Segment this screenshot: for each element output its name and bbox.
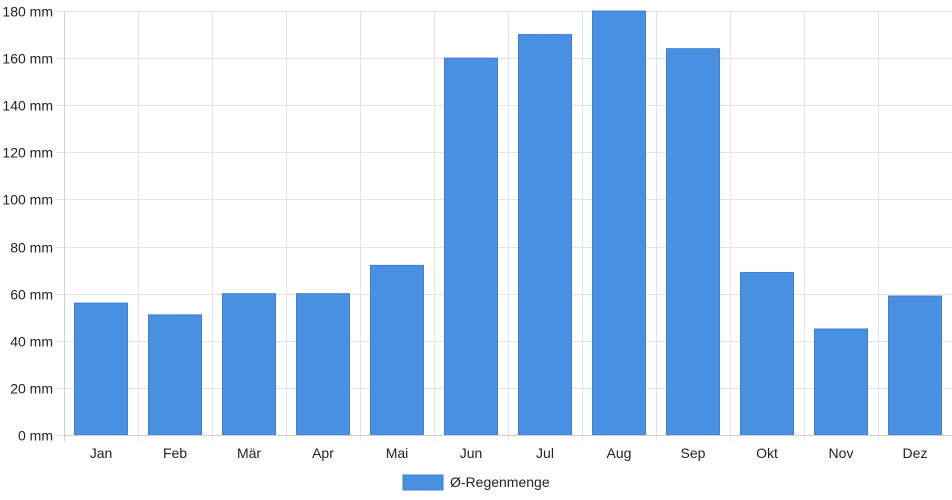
x-tick-label: Jun [460,445,483,461]
bar-jul[interactable] [518,34,572,436]
legend-swatch [402,474,444,491]
y-tick-label: 160 mm [2,51,53,67]
y-tick-label: 0 mm [18,428,53,444]
x-tick-label: Feb [163,445,187,461]
x-tick-label: Mär [237,445,261,461]
legend[interactable]: Ø-Regenmenge [402,474,550,491]
bar-aug[interactable] [592,10,646,436]
y-tick-label: 40 mm [10,334,53,350]
bar-feb[interactable] [148,314,202,436]
x-axis: Jan Feb Mär Apr Mai Jun Jul Aug Sep Okt Nov Dez [64,435,952,461]
bar-jun[interactable] [444,57,498,436]
bar-nov[interactable] [814,328,868,436]
y-axis: 0 mm 20 mm 40 mm 60 mm 80 mm 100 mm 120 mm 140 … [2,4,65,444]
y-tick-label: 180 mm [2,4,53,20]
x-tick-label: Okt [756,445,778,461]
bar-jan[interactable] [74,302,128,436]
x-tick-label: Mai [386,445,409,461]
bars [74,10,942,436]
x-tick-label: Apr [312,445,334,461]
bar-sep[interactable] [666,48,720,436]
bar-apr[interactable] [296,293,350,436]
y-tick-label: 20 mm [10,381,53,397]
x-tick-label: Sep [681,445,706,461]
x-tick-label: Jul [536,445,554,461]
bar-dez[interactable] [888,295,942,436]
bar-mär[interactable] [222,293,276,436]
x-tick-label: Jan [90,445,113,461]
bar-mai[interactable] [370,264,424,436]
y-tick-label: 80 mm [10,240,53,256]
y-tick-label: 100 mm [2,192,53,208]
legend-label: Ø-Regenmenge [450,474,550,490]
bar-okt[interactable] [740,271,794,436]
y-tick-label: 120 mm [2,145,53,161]
x-tick-label: Dez [903,445,928,461]
y-tick-label: 140 mm [2,98,53,114]
y-tick-label: 60 mm [10,287,53,303]
x-tick-label: Aug [607,445,632,461]
x-tick-label: Nov [829,445,854,461]
